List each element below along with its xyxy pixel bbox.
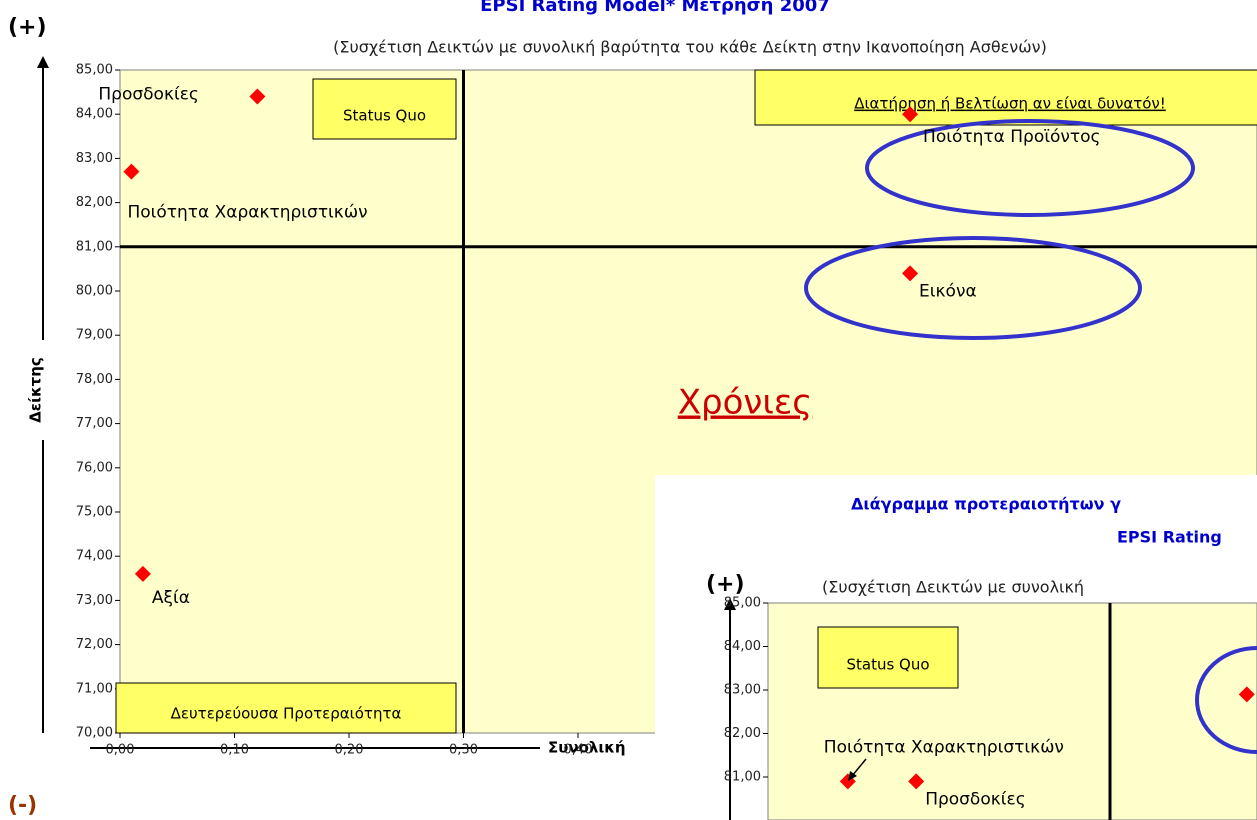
y-tick-label: 79,00 xyxy=(76,328,113,343)
leader-line xyxy=(851,758,867,777)
point-label: Αξία xyxy=(152,588,190,608)
point xyxy=(123,163,140,180)
highlight-ellipse xyxy=(1195,646,1257,754)
point xyxy=(249,88,266,105)
point xyxy=(134,565,151,582)
point-label: Ποιότητα Προϊόντος xyxy=(923,127,1100,147)
arrow-head xyxy=(37,56,49,68)
y-tick-label: 81,00 xyxy=(76,239,113,254)
point xyxy=(902,265,919,282)
chart-title: Διάγραμμα προτεραιοτήτων γ xyxy=(851,495,1121,514)
point xyxy=(902,106,919,123)
x-tick-label: 0,30 xyxy=(449,743,478,758)
chart-title: EPSI Rating Model* Μέτρηση 2007 xyxy=(480,0,830,16)
x-tick-label: 0,00 xyxy=(106,743,135,758)
y-tick-label: 85,00 xyxy=(76,63,113,78)
y-tick-label: 81,00 xyxy=(724,770,761,785)
y-tick-label: 84,00 xyxy=(724,639,761,654)
x-axis-label: Συνολική xyxy=(548,739,626,757)
y-tick-label: 72,00 xyxy=(76,637,113,652)
highlight-ellipse xyxy=(865,119,1195,217)
y-tick-label: 75,00 xyxy=(76,505,113,520)
point-label: Ποιότητα Χαρακτηριστικών xyxy=(824,737,1064,757)
plus-label: (+) xyxy=(8,15,47,40)
y-tick-label: 83,00 xyxy=(76,151,113,166)
arrow-head xyxy=(724,598,736,610)
y-tick-label: 76,00 xyxy=(76,460,113,475)
x-tick-label: 0,20 xyxy=(335,743,364,758)
quadrant-box xyxy=(754,69,1257,126)
y-tick-label: 83,00 xyxy=(724,683,761,698)
point xyxy=(1238,686,1255,703)
y-tick-label: 77,00 xyxy=(76,416,113,431)
point xyxy=(908,773,925,790)
chart-title: EPSI Rating xyxy=(1117,528,1222,547)
chart-inset: Διάγραμμα προτεραιοτήτων γ EPSI Rating (Συ… xyxy=(655,475,1257,820)
y-tick-label: 73,00 xyxy=(76,593,113,608)
arrow-head xyxy=(848,771,857,781)
link[interactable]: Χρόνιες xyxy=(678,383,813,423)
quadrant-box xyxy=(817,626,959,689)
y-tick-label: 78,00 xyxy=(76,372,113,387)
y-tick-label: 82,00 xyxy=(76,195,113,210)
quadrant-box xyxy=(312,78,457,140)
y-tick-label: 80,00 xyxy=(76,284,113,299)
point-label: Ποιότητα Χαρακτηριστικών xyxy=(127,203,367,223)
quadrant-box xyxy=(115,682,457,734)
y-tick-label: 74,00 xyxy=(76,549,113,564)
chart-subtitle: (Συσχέτιση Δεικτών με συνολική xyxy=(822,578,1084,597)
chart-subtitle: (Συσχέτιση Δεικτών με συνολική βαρύτητα … xyxy=(333,38,1047,57)
plus-label: (+) xyxy=(706,572,745,597)
point-label: Εικόνα xyxy=(919,281,977,301)
point-label: Προσδοκίες xyxy=(925,789,1025,809)
y-axis-label: Δείκτης xyxy=(27,357,45,423)
y-tick-label: 71,00 xyxy=(76,681,113,696)
quadrant-label: Status Quo xyxy=(846,655,929,673)
y-tick-label: 70,00 xyxy=(76,726,113,741)
minus-label: (-) xyxy=(8,793,37,818)
highlight-ellipse xyxy=(804,236,1142,340)
y-tick-label: 82,00 xyxy=(724,726,761,741)
y-tick-label: 84,00 xyxy=(76,107,113,122)
quadrant-label: Διατήρηση ή Βελτίωση αν είναι δυνατόν! xyxy=(854,95,1166,113)
quadrant-label: Status Quo xyxy=(343,107,426,125)
x-tick-label: 0,40 xyxy=(564,743,593,758)
x-tick-label: 0,10 xyxy=(220,743,249,758)
point-label: Προσδοκίες xyxy=(98,85,198,105)
quadrant-label: Δευτερεύουσα Προτεραιότητα xyxy=(171,705,402,723)
y-tick-label: 85,00 xyxy=(724,596,761,611)
